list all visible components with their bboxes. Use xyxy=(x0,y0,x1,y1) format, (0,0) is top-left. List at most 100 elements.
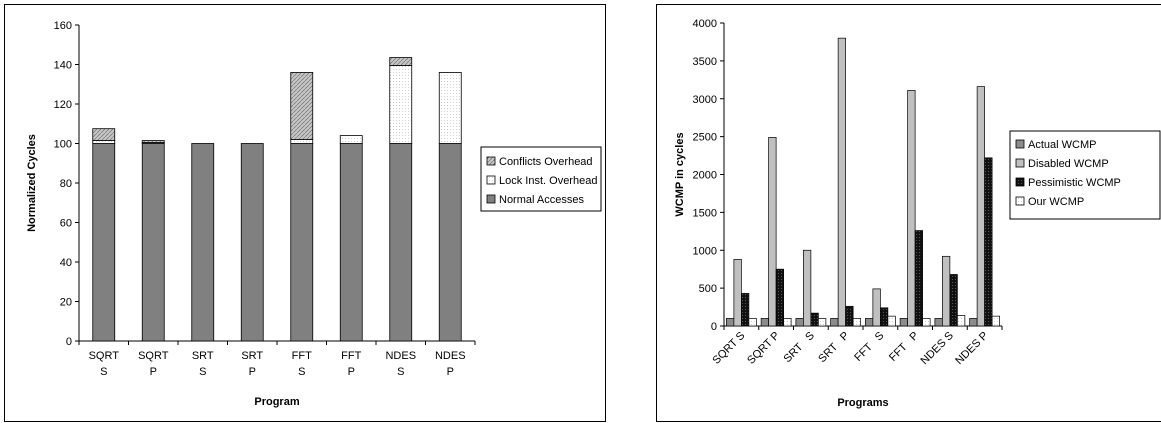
bar-disabled-wcmp-fft-s xyxy=(872,288,881,327)
y-tick-label: 500 xyxy=(699,283,717,295)
y-axis-title: WCMP in cycles xyxy=(674,132,686,216)
y-tick-label: 4000 xyxy=(693,18,717,30)
y-tick-label: 60 xyxy=(60,218,72,230)
y-tick-label: 1500 xyxy=(693,207,717,219)
y-tick-label: 120 xyxy=(54,99,72,111)
bar-our-wcmp-sqrt-p xyxy=(783,318,792,327)
bar-actual-wcmp-sqrt-p xyxy=(760,318,769,327)
bar-actual-wcmp-srt-p xyxy=(830,318,839,327)
x-tick-label: FFT xyxy=(341,350,361,362)
y-axis-title: Normalized Cycles xyxy=(26,134,38,232)
bar-disabled-wcmp-sqrt-p xyxy=(768,137,777,327)
legend-swatch-normal-accesses xyxy=(486,194,496,204)
bar-pessimistic-wcmp-fft-p xyxy=(914,230,923,327)
legend-swatch-our-wcmp xyxy=(1015,196,1025,206)
y-tick-label: 0 xyxy=(66,336,72,348)
bar-our-wcmp-sqrt-s xyxy=(748,318,757,327)
x-axis-title: Programs xyxy=(837,397,888,409)
legend-swatch-pessimistic-wcmp xyxy=(1015,177,1025,187)
bar-pessimistic-wcmp-sqrt-p xyxy=(775,268,784,327)
x-tick-label: S xyxy=(298,366,305,378)
bar-actual-wcmp-ndes-s xyxy=(934,318,943,327)
bar-normal-accesses-fft-p xyxy=(339,143,363,342)
legend-label-disabled-wcmp: Disabled WCMP xyxy=(1028,158,1109,170)
bar-our-wcmp-srt-s xyxy=(818,318,827,327)
legend-label-pessimistic-wcmp: Pessimistic WCMP xyxy=(1028,177,1121,189)
x-tick-label: P xyxy=(447,366,454,378)
legend-box xyxy=(480,146,602,212)
x-tick-label: SQRT P xyxy=(745,330,782,367)
bar-our-wcmp-ndes-p xyxy=(991,315,1000,327)
bar-disabled-wcmp-ndes-s xyxy=(942,255,951,327)
x-tick-label: P xyxy=(150,366,157,378)
bar-disabled-wcmp-srt-p xyxy=(837,37,846,327)
bar-lock-inst-overhead-ndes-p xyxy=(438,72,462,144)
bar-disabled-wcmp-fft-p xyxy=(907,90,916,327)
chart-panel-normalized-cycles: 0 20 40 60 80 100 120 140 160 SQRT S SQRT P SRT S SRT P F… xyxy=(4,4,606,422)
x-tick-label: S xyxy=(397,366,404,378)
y-tick-label: 3000 xyxy=(693,94,717,106)
y-tick-label: 140 xyxy=(54,60,72,72)
bar-pessimistic-wcmp-srt-p xyxy=(845,305,854,327)
bar-conflicts-overhead-fft-s xyxy=(290,72,314,140)
legend-label-actual-wcmp: Actual WCMP xyxy=(1028,139,1096,151)
bar-pessimistic-wcmp-sqrt-s xyxy=(741,293,750,327)
legend-label-our-wcmp: Our WCMP xyxy=(1028,196,1084,208)
bar-actual-wcmp-ndes-p xyxy=(969,318,978,327)
y-tick-label: 1000 xyxy=(693,245,717,257)
legend-swatch-actual-wcmp xyxy=(1015,139,1025,149)
bar-pessimistic-wcmp-fft-s xyxy=(880,307,889,327)
legend-label-conflicts-overhead: Conflicts Overhead xyxy=(499,156,593,168)
bar-conflicts-overhead-sqrt-p xyxy=(141,140,165,143)
bar-lock-inst-overhead-fft-s xyxy=(290,139,314,144)
bar-disabled-wcmp-srt-s xyxy=(803,249,812,327)
x-tick-label: SRT xyxy=(241,350,263,362)
bar-conflicts-overhead-sqrt-s xyxy=(92,128,116,141)
x-tick-label: SRT S xyxy=(782,330,817,365)
y-tick-label: 160 xyxy=(54,20,72,32)
x-tick-label: FFT xyxy=(292,350,312,362)
bar-our-wcmp-ndes-s xyxy=(957,315,966,327)
x-tick-label: NDES P xyxy=(953,330,990,367)
bar-lock-inst-overhead-fft-p xyxy=(339,135,363,144)
legend-label-normal-accesses: Normal Accesses xyxy=(499,194,584,206)
bar-normal-accesses-srt-p xyxy=(240,143,264,342)
bar-lock-inst-overhead-ndes-s xyxy=(389,65,413,144)
x-tick-label: SQRT xyxy=(89,350,120,362)
bar-actual-wcmp-fft-p xyxy=(899,318,908,327)
y-tick-label: 80 xyxy=(60,178,72,190)
bar-pessimistic-wcmp-ndes-s xyxy=(949,274,958,327)
y-tick-label: 2000 xyxy=(693,170,717,182)
y-tick-label: 0 xyxy=(711,321,717,333)
bar-normal-accesses-sqrt-s xyxy=(92,143,116,342)
legend-box xyxy=(1009,130,1161,220)
bar-normal-accesses-ndes-p xyxy=(438,143,462,342)
y-tick-label: 40 xyxy=(60,257,72,269)
bar-actual-wcmp-sqrt-s xyxy=(726,318,735,327)
bar-pessimistic-wcmp-srt-s xyxy=(810,312,819,327)
bar-actual-wcmp-fft-s xyxy=(865,318,874,327)
y-tick-label: 20 xyxy=(60,297,72,309)
bar-normal-accesses-fft-s xyxy=(290,143,314,342)
bar-our-wcmp-srt-p xyxy=(852,318,861,327)
x-tick-label: S xyxy=(100,366,107,378)
x-tick-label: NDES S xyxy=(919,330,956,367)
wcmp-chart: 0 500 1000 1500 2000 2500 3000 3500 4000 SQRT SSQ… xyxy=(674,18,1161,409)
bar-normal-accesses-srt-s xyxy=(191,143,215,342)
x-axis-title: Program xyxy=(254,396,299,408)
x-tick-label: SQRT S xyxy=(710,330,747,367)
bar-disabled-wcmp-sqrt-s xyxy=(733,258,742,327)
legend-swatch-conflicts-overhead xyxy=(486,156,496,166)
legend-label-lock-inst-overhead: Lock Inst. Overhead xyxy=(499,175,597,187)
x-tick-label: SQRT xyxy=(138,350,169,362)
bar-normal-accesses-sqrt-p xyxy=(141,143,165,342)
x-tick-label: S xyxy=(199,366,206,378)
bar-our-wcmp-fft-s xyxy=(887,315,896,327)
x-tick-label: SRT P xyxy=(816,330,851,365)
bar-lock-inst-overhead-sqrt-s xyxy=(92,140,116,144)
bar-actual-wcmp-srt-s xyxy=(795,318,804,327)
legend-swatch-lock-inst-overhead xyxy=(486,175,496,185)
bar-normal-accesses-ndes-s xyxy=(389,143,413,342)
y-tick-label: 2500 xyxy=(693,132,717,144)
legend-swatch-disabled-wcmp xyxy=(1015,158,1025,168)
